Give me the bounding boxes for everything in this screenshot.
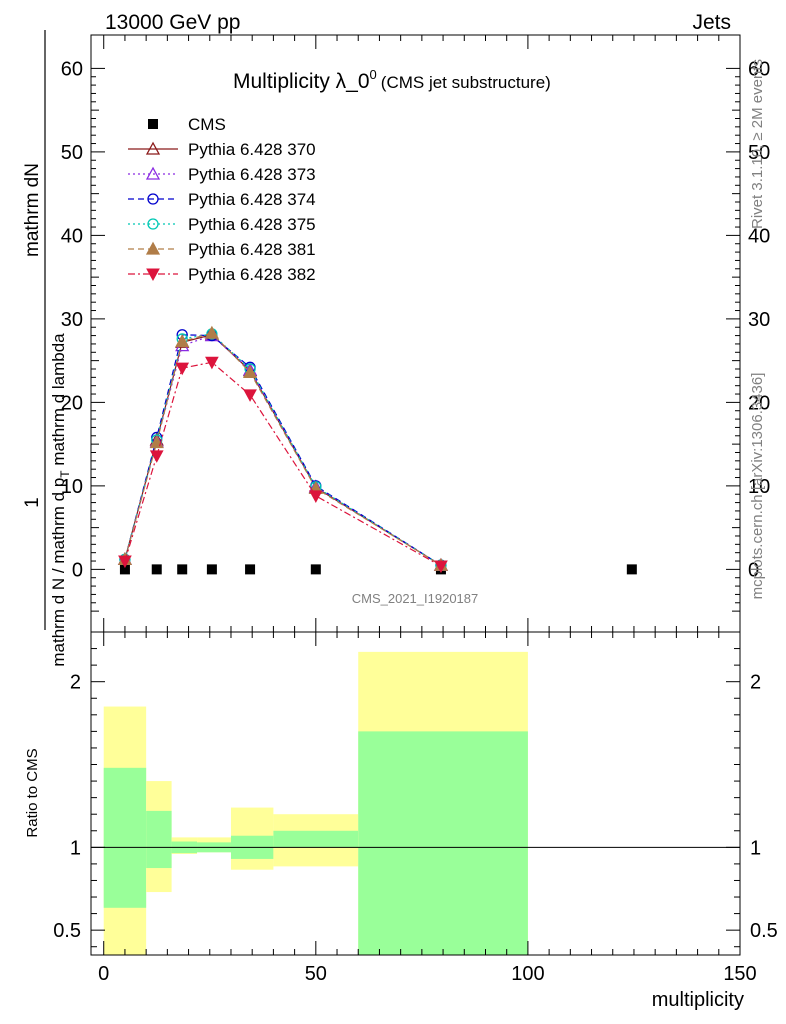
ratio-y-tick-labels: 0.5 0.5 1 1 2 2 (53, 672, 778, 942)
y-label-den-left-rest: mathrm d lambda (49, 333, 68, 471)
ratio-x-tick-labels: 0 50 100 150 (98, 963, 757, 985)
series-cms-point (626, 564, 637, 575)
y-label-num-d: mathrm d (22, 177, 43, 257)
legend-marker-p374 (147, 193, 159, 205)
ratio-y-tick-label: 0.5 (53, 920, 81, 942)
header-jets-label: Jets (692, 11, 731, 34)
main-axis-ticks (91, 35, 741, 632)
x-axis-label: multiplicity (652, 989, 744, 1011)
main-y-tick-label-right: 10 (748, 476, 770, 498)
x-tick-label: 100 (511, 963, 544, 985)
ratio-y-tick-label-right: 0.5 (750, 920, 778, 942)
y-label-num-n: N (22, 163, 43, 177)
ratio-y-axis-label: Ratio to CMS (24, 748, 41, 837)
legend-marker-p381 (145, 241, 161, 255)
main-y-tick-label-right: 30 (748, 309, 770, 331)
series-p374-line (124, 334, 442, 566)
main-y-tick-label: 40 (61, 225, 83, 247)
series-p382-point (243, 389, 257, 402)
series-p375-line (124, 333, 442, 566)
legend-label-p373: Pythia 6.428 373 (188, 165, 316, 184)
series-p382-point (205, 356, 219, 370)
ratio-y-tick-label-right: 1 (750, 837, 761, 859)
ratio-bands-group (103, 651, 528, 955)
series-cms-point (119, 564, 130, 575)
series-cms-point (310, 564, 321, 575)
main-y-tick-label: 0 (72, 559, 83, 581)
ratio-band-inner (358, 731, 528, 955)
series-cms-point (206, 564, 217, 575)
y-label-den-left-sub: T (58, 470, 72, 478)
x-tick-label: 150 (723, 963, 756, 985)
series-cms-point (245, 564, 256, 575)
ratio-y-tick-label-right: 2 (750, 672, 761, 694)
main-y-tick-label-right: 60 (748, 58, 770, 80)
series-cms-point (151, 564, 162, 575)
main-y-tick-label: 30 (61, 309, 83, 331)
series-p381-point (175, 334, 190, 348)
legend-label-cms: CMS (188, 115, 226, 134)
x-tick-label: 0 (98, 963, 109, 985)
series-cms-point (177, 564, 188, 575)
y-label-num: 1 mathrm dN (22, 163, 43, 508)
series-p382-point (118, 555, 132, 569)
mcplots-label: mcplots.cern.ch [arXiv:1306.3436] (749, 373, 766, 600)
ratio-band-inner (146, 810, 172, 869)
main-y-tick-labels: 0 0 10 10 20 20 30 30 40 40 50 50 60 60 (61, 58, 771, 581)
legend-label-p374: Pythia 6.428 374 (188, 190, 316, 209)
chart-title: Multiplicity λ_00 (CMS jet substructure) (233, 67, 551, 93)
legend-marker-p375 (147, 218, 159, 230)
y-label-den: mathrm d N / mathrm d pT mathrm d lambda (49, 333, 72, 667)
ratio-band-inner (273, 830, 359, 848)
y-label-num-one: 1 (22, 497, 43, 508)
series-p381-point (242, 364, 258, 378)
legend: CMS Pythia 6.428 370 Pythia 6.428 373 Pythi… (128, 115, 316, 284)
series-p370-line (124, 334, 442, 566)
legend-label-p375: Pythia 6.428 375 (188, 215, 316, 234)
series-p382-point (308, 490, 323, 503)
series-p373-line (124, 334, 442, 566)
legend-marker-p370 (145, 141, 161, 155)
series-p381-point (204, 325, 219, 339)
legend-marker-cms (148, 119, 158, 129)
ratio-y-tick-label: 2 (70, 672, 81, 694)
chart-title-sup: 0 (370, 67, 377, 82)
main-y-tick-label: 10 (61, 476, 83, 498)
legend-label-p370: Pythia 6.428 370 (188, 140, 316, 159)
main-y-axis-label: 1 mathrm dN mathrm d N / mathrm d pT mat… (22, 30, 72, 667)
ratio-band-inner (103, 767, 147, 908)
ratio-y-tick-label: 1 (70, 837, 81, 859)
legend-label-p381: Pythia 6.428 381 (188, 240, 316, 259)
main-y-tick-label-right: 40 (748, 225, 770, 247)
header-energy-label: 13000 GeV pp (105, 11, 240, 34)
main-y-tick-label-right: 0 (748, 559, 759, 581)
ratio-plot-frame (90, 631, 741, 956)
ratio-axis-ticks (91, 632, 741, 955)
series-p382-point (175, 362, 190, 376)
analysis-watermark: CMS_2021_I1920187 (352, 591, 479, 606)
main-y-tick-label-right: 20 (748, 392, 770, 414)
series-p381-line (124, 332, 442, 566)
main-y-tick-label: 50 (61, 142, 83, 164)
y-label-den-left: mathrm d N / mathrm d p (49, 478, 68, 667)
series-p382-point (434, 560, 448, 574)
series-p382-point (149, 450, 164, 463)
legend-label-p382: Pythia 6.428 382 (188, 265, 316, 284)
main-y-tick-label-right: 50 (748, 142, 770, 164)
main-y-tick-label: 60 (61, 58, 83, 80)
chart-title-note: (CMS jet substructure) (381, 73, 551, 92)
legend-marker-p373 (145, 166, 161, 180)
chart-title-main: Multiplicity λ_0 (233, 70, 370, 93)
legend-marker-p382 (146, 268, 160, 282)
x-tick-label: 50 (305, 963, 327, 985)
main-series-group (117, 325, 637, 575)
main-y-tick-label: 20 (61, 392, 83, 414)
rivet-version-label: Rivet 3.1.10, ≥ 2M events (749, 59, 766, 229)
